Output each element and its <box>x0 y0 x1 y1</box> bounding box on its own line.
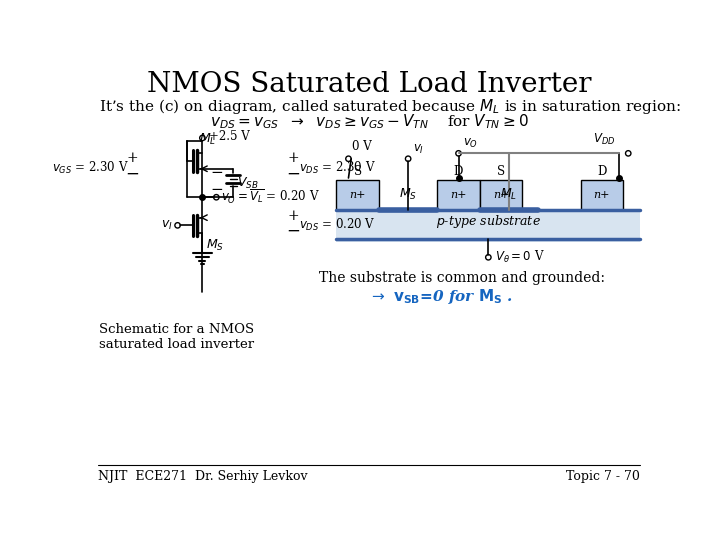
Bar <box>336 210 640 242</box>
Text: −: − <box>126 165 140 183</box>
Text: $M_S$: $M_S$ <box>399 187 417 202</box>
Text: NMOS Saturated Load Inverter: NMOS Saturated Load Inverter <box>147 71 591 98</box>
Text: S: S <box>497 165 505 178</box>
Text: $V_\theta = 0$ V: $V_\theta = 0$ V <box>495 249 544 265</box>
Text: n+: n+ <box>349 190 366 200</box>
Text: 0 V: 0 V <box>351 139 372 153</box>
Text: $M_S$: $M_S$ <box>206 238 225 253</box>
Bar <box>580 180 624 210</box>
Text: Schematic for a NMOS
saturated load inverter: Schematic for a NMOS saturated load inve… <box>99 323 254 351</box>
Text: n+: n+ <box>450 190 467 200</box>
Bar <box>437 180 480 210</box>
Text: S: S <box>354 165 362 178</box>
Text: $p$-type substrate: $p$-type substrate <box>436 213 541 231</box>
Text: $v_I$: $v_I$ <box>161 219 173 232</box>
Text: −: − <box>210 183 223 197</box>
Text: $M_L$: $M_L$ <box>500 187 518 202</box>
Text: The substrate is common and grounded:: The substrate is common and grounded: <box>319 271 605 285</box>
Text: D: D <box>454 165 463 178</box>
Text: $v_{DS}$ = 0.20 V: $v_{DS}$ = 0.20 V <box>300 217 376 233</box>
Text: +: + <box>287 209 299 223</box>
Text: $v_{DS}$ = 2.30 V: $v_{DS}$ = 2.30 V <box>300 159 376 176</box>
Text: Topic 7 - 70: Topic 7 - 70 <box>567 470 640 483</box>
Text: $v_I$: $v_I$ <box>413 143 424 156</box>
Text: $M_L$: $M_L$ <box>199 132 217 147</box>
Text: n+: n+ <box>493 190 509 200</box>
Text: D: D <box>597 165 606 178</box>
Text: n+: n+ <box>593 190 610 200</box>
Text: −: − <box>286 223 300 240</box>
Text: +: + <box>127 151 138 165</box>
Text: $v_O$: $v_O$ <box>463 137 478 150</box>
Text: It’s the (c) on diagram, called saturated because $M_L$ is in saturation region:: It’s the (c) on diagram, called saturate… <box>99 97 681 116</box>
Text: +2.5 V: +2.5 V <box>209 130 249 143</box>
Text: NJIT  ECE271  Dr. Serhiy Levkov: NJIT ECE271 Dr. Serhiy Levkov <box>98 470 307 483</box>
Text: $v_O = \overline{V_L}$ = 0.20 V: $v_O = \overline{V_L}$ = 0.20 V <box>221 188 320 206</box>
Text: $\rightarrow$ $\mathbf{v_{SB}}$=0 for $\mathbf{M_S}$ .: $\rightarrow$ $\mathbf{v_{SB}}$=0 for $\… <box>369 287 513 306</box>
Text: $v_{GS}$ = 2.30 V: $v_{GS}$ = 2.30 V <box>52 159 129 176</box>
Bar <box>336 180 379 210</box>
Text: $V_{DD}$: $V_{DD}$ <box>593 132 615 147</box>
Text: −: − <box>210 166 223 180</box>
Text: +: + <box>287 151 299 165</box>
Text: $V_{SB}$: $V_{SB}$ <box>238 176 258 191</box>
Bar <box>480 180 523 210</box>
Text: −: − <box>286 165 300 183</box>
Text: $v_{DS}=v_{GS}$  $\rightarrow$  $v_{DS} \geq v_{GS} - V_{TN}$    for $V_{TN} \ge: $v_{DS}=v_{GS}$ $\rightarrow$ $v_{DS} \g… <box>210 112 528 131</box>
